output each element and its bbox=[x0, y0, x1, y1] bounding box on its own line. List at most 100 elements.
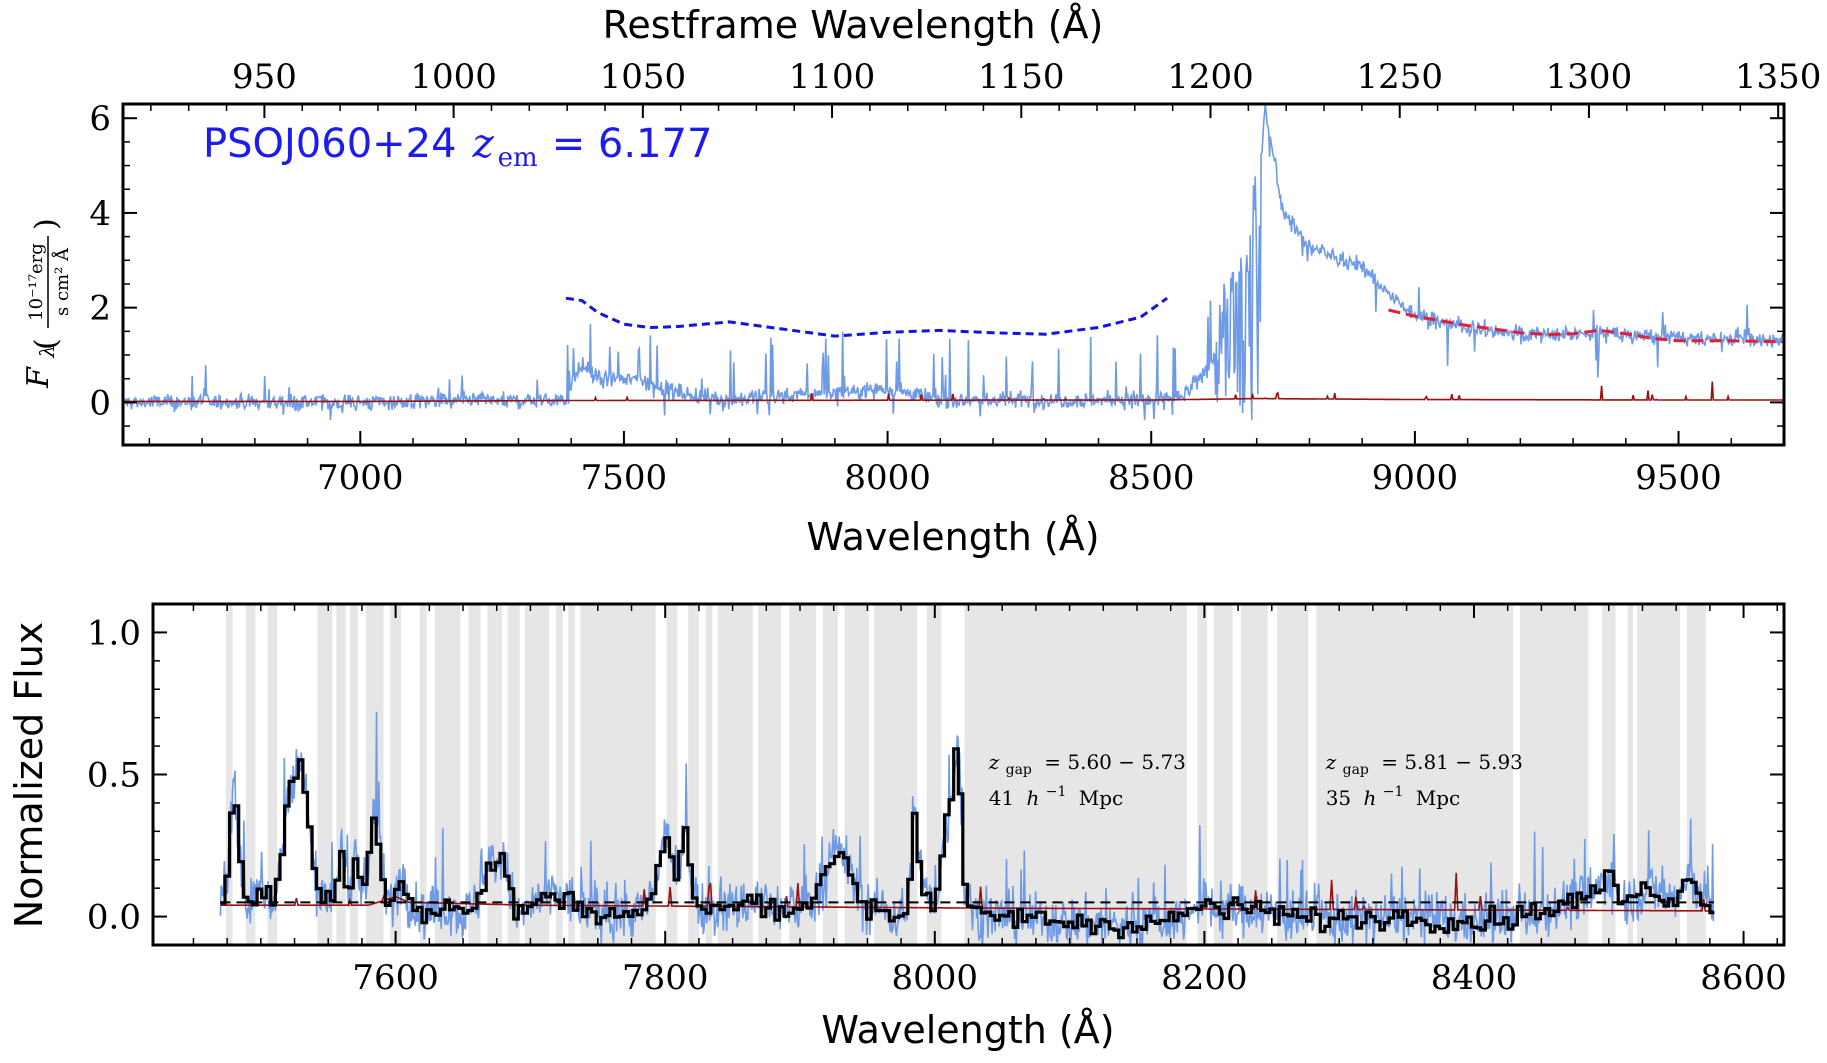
gap-region bbox=[267, 604, 278, 945]
gap-region bbox=[688, 604, 699, 945]
gap-region bbox=[1627, 604, 1634, 945]
top-ticks: 7000 7500 8000 8500 9000 9500 0 2 4 6 950 1000 1050 1… bbox=[89, 57, 1821, 498]
anno-1-scale: 41 bbox=[989, 786, 1014, 810]
bottom-xlabel: Wavelength (Å) bbox=[821, 1008, 1114, 1052]
restframe-xtick-label: 1000 bbox=[410, 57, 497, 97]
top-xtick-label: 9000 bbox=[1372, 458, 1459, 498]
gap-region bbox=[580, 604, 656, 945]
gap-annotation-1: z gap = 5.60 − 5.73 41 h −1 Mpc bbox=[988, 750, 1186, 810]
gap-region bbox=[926, 604, 942, 945]
top-panel: 7000 7500 8000 8500 9000 9500 0 2 4 6 950 1000 1050 1… bbox=[21, 3, 1821, 559]
anno-1-z: z bbox=[988, 750, 1000, 774]
gap-region bbox=[317, 604, 333, 945]
bottom-xtick-label: 8000 bbox=[892, 958, 979, 998]
gap-region bbox=[705, 604, 713, 945]
anno-1-range: = 5.60 − 5.73 bbox=[1044, 750, 1186, 774]
gap-region bbox=[568, 604, 575, 945]
bottom-error-line bbox=[220, 872, 1714, 912]
top-xtick-label: 7000 bbox=[317, 458, 404, 498]
top-ytick-label: 6 bbox=[89, 99, 111, 139]
restframe-xtick-label: 1250 bbox=[1356, 57, 1443, 97]
z-subscript: em bbox=[498, 143, 538, 173]
gap-region bbox=[507, 604, 520, 945]
top-continuum-line bbox=[1388, 308, 1784, 344]
svg-text:F λ: F λ bbox=[21, 345, 59, 389]
gap-region bbox=[556, 604, 563, 945]
ylabel-unit-num: 10⁻¹⁷erg bbox=[26, 243, 47, 321]
restframe-xtick-label: 1150 bbox=[978, 57, 1065, 97]
gap-region bbox=[1602, 604, 1616, 945]
anno-2-sup: −1 bbox=[1383, 784, 1404, 800]
anno-2-z-sub: gap bbox=[1343, 762, 1369, 778]
gap-region bbox=[349, 604, 358, 945]
qso-label: PSOJ060+24 z em = 6.177 bbox=[203, 121, 712, 173]
bottom-xtick-label: 8600 bbox=[1700, 958, 1787, 998]
top-xlabel: Wavelength (Å) bbox=[806, 515, 1099, 559]
gap-region bbox=[468, 604, 481, 945]
anno-2-h: h bbox=[1364, 786, 1377, 810]
top-xtick-label: 7500 bbox=[581, 458, 668, 498]
gap-region bbox=[225, 604, 233, 945]
top-axes-frame bbox=[121, 102, 1786, 447]
ylabel-sub: λ bbox=[35, 345, 59, 359]
gap-region bbox=[1316, 604, 1514, 945]
anno-1-z-sub: gap bbox=[1006, 762, 1032, 778]
gap-region bbox=[874, 604, 918, 945]
top-ylabel: F λ ( 10⁻¹⁷erg s cm² Å ) bbox=[21, 218, 73, 389]
gap-region bbox=[666, 604, 678, 945]
gap-region bbox=[487, 604, 503, 945]
bottom-xtick-label: 8200 bbox=[1161, 958, 1248, 998]
anno-1-sup: −1 bbox=[1046, 784, 1067, 800]
restframe-xtick-label: 1100 bbox=[789, 57, 876, 97]
svg-text:z gap = 5.60 −: z gap = 5.60 − 5.73 bbox=[988, 750, 1186, 779]
restframe-xtick-label: 1300 bbox=[1546, 57, 1633, 97]
gap-region bbox=[1213, 604, 1233, 945]
bottom-plot-area bbox=[219, 604, 1715, 945]
gap-region bbox=[1197, 604, 1208, 945]
top-ytick-label: 2 bbox=[89, 289, 111, 329]
top-ytick-label: 4 bbox=[89, 194, 111, 234]
ylabel-close-paren: ) bbox=[29, 218, 64, 230]
bottom-ylabel: Normalized Flux bbox=[7, 622, 51, 929]
svg-text:35 h −1: 35 h −1 Mpc bbox=[1326, 777, 1461, 810]
top-ytick-label: 0 bbox=[89, 383, 111, 423]
bottom-xtick-label: 7600 bbox=[352, 958, 439, 998]
bottom-xtick-label: 7800 bbox=[622, 958, 709, 998]
ylabel-f: F bbox=[21, 366, 56, 389]
ylabel-unit-den: s cm² Å bbox=[51, 247, 73, 316]
ylabel-open-paren: ( bbox=[29, 338, 64, 350]
gap-region bbox=[246, 604, 256, 945]
anno-2-z: z bbox=[1325, 750, 1337, 774]
top-xtick-label: 9500 bbox=[1635, 458, 1722, 498]
anno-1-mpc: Mpc bbox=[1079, 786, 1123, 810]
z-symbol: z bbox=[472, 121, 495, 167]
gap-region bbox=[964, 604, 1187, 945]
bottom-xtick-label: 8400 bbox=[1431, 958, 1518, 998]
anno-1-h: h bbox=[1027, 786, 1040, 810]
gap-region bbox=[1240, 604, 1268, 945]
gap-region bbox=[434, 604, 461, 945]
gap-region bbox=[419, 604, 427, 945]
restframe-xtick-label: 1050 bbox=[600, 57, 687, 97]
gap-annotation-2: z gap = 5.81 − 5.93 35 h −1 Mpc bbox=[1325, 750, 1523, 810]
gap-region bbox=[390, 604, 402, 945]
top-xtick-label: 8500 bbox=[1108, 458, 1195, 498]
top-xtick-label: 8000 bbox=[844, 458, 931, 498]
gap-region bbox=[525, 604, 550, 945]
svg-text:z gap = 5.81 −: z gap = 5.81 − 5.93 bbox=[1325, 750, 1523, 779]
gap-region bbox=[365, 604, 384, 945]
bottom-ytick-label: 1.0 bbox=[87, 613, 141, 653]
gap-region bbox=[717, 604, 753, 945]
gap-region bbox=[758, 604, 782, 945]
object-name: PSOJ060+24 bbox=[203, 121, 457, 167]
restframe-xtick-label: 950 bbox=[232, 57, 297, 97]
restframe-xtick-label: 1200 bbox=[1167, 57, 1254, 97]
bottom-ytick-label: 0.5 bbox=[87, 756, 141, 796]
top-error-line bbox=[123, 381, 1784, 403]
z-value: = 6.177 bbox=[552, 121, 713, 167]
restframe-xtick-label: 1350 bbox=[1735, 57, 1822, 97]
bottom-ticks: 7600 7800 8000 8200 8400 8600 0.0 0.5 1.0 bbox=[87, 603, 1787, 998]
bottom-panel: 7600 7800 8000 8200 8400 8600 0.0 0.5 1.0 Wavele… bbox=[7, 602, 1787, 1052]
svg-text:PSOJ060+24 z e: PSOJ060+24 z em = 6.177 bbox=[203, 121, 712, 173]
